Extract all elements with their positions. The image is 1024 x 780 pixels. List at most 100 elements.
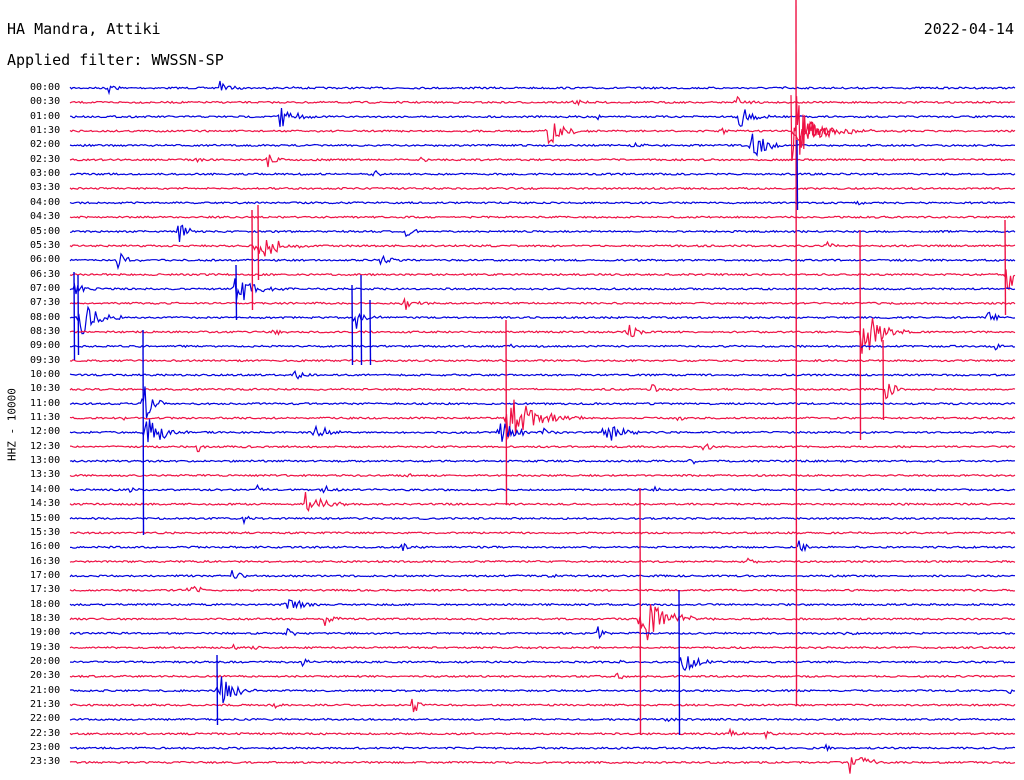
- trace-row: [69, 370, 1016, 380]
- time-label: 08:00: [30, 311, 61, 323]
- time-label: 02:30: [30, 153, 61, 165]
- trace-row: [69, 318, 1016, 354]
- trace-row: [69, 727, 1016, 741]
- trace-row: [69, 540, 1016, 553]
- trace-row: [69, 252, 1016, 271]
- time-label: 17:00: [30, 569, 61, 581]
- time-label: 12:30: [30, 440, 61, 452]
- time-label: 11:30: [30, 412, 61, 424]
- trace-row: [69, 672, 1016, 680]
- trace-row: [69, 717, 1016, 723]
- trace-row: [69, 473, 1016, 478]
- trace-row: [69, 604, 1016, 641]
- trace-spike: [251, 209, 254, 311]
- time-label: 19:30: [30, 641, 61, 653]
- time-label: 02:00: [30, 139, 61, 151]
- trace-row: [69, 215, 1016, 219]
- trace-row: [69, 492, 1016, 512]
- trace-row: [69, 95, 1016, 107]
- filter-label: Applied filter: WWSSN-SP: [7, 51, 224, 69]
- time-label: 20:30: [30, 670, 61, 682]
- trace-spike: [257, 204, 260, 281]
- trace-row: [69, 169, 1016, 177]
- station-title: HA Mandra, Attiki: [7, 20, 161, 38]
- time-label: 01:30: [30, 125, 61, 137]
- trace-spike: [142, 329, 145, 536]
- trace-spike: [351, 284, 354, 366]
- time-label: 07:00: [30, 282, 61, 294]
- time-label: 21:00: [30, 684, 61, 696]
- trace-spike: [216, 654, 219, 726]
- trace-row: [69, 443, 1016, 453]
- trace-row: [69, 108, 1016, 127]
- trace-spike: [796, 139, 799, 211]
- time-label: 04:30: [30, 211, 61, 223]
- trace-row: [69, 743, 1016, 753]
- time-label: 08:30: [30, 325, 61, 337]
- time-label: 10:00: [30, 369, 61, 380]
- trace-row: [69, 626, 1016, 640]
- trace-row: [69, 133, 1016, 157]
- trace-spike: [859, 229, 862, 441]
- trace-row: [69, 515, 1016, 526]
- time-label: 14:30: [30, 498, 61, 510]
- time-label: 22:00: [30, 713, 61, 725]
- trace-row: [69, 386, 1016, 419]
- time-label: 07:30: [30, 297, 61, 309]
- trace-row: [69, 239, 1016, 257]
- time-label: 21:30: [30, 699, 61, 711]
- trace-row: [69, 305, 1016, 335]
- time-label: 09:00: [30, 340, 61, 352]
- trace-row: [69, 269, 1016, 291]
- time-label: 15:00: [30, 512, 61, 524]
- time-label: 18:30: [30, 612, 61, 624]
- trace-row: [69, 698, 1016, 713]
- trace-row: [69, 122, 1016, 145]
- trace-row: [69, 585, 1016, 593]
- trace-row: [69, 756, 1016, 774]
- time-label: 18:00: [30, 598, 61, 610]
- trace-row: [69, 557, 1016, 564]
- time-label: 22:30: [30, 727, 61, 739]
- trace-row: [69, 570, 1016, 579]
- trace-spike: [882, 339, 885, 421]
- time-label: 01:00: [30, 110, 61, 122]
- trace-spike: [235, 264, 238, 321]
- time-label: 16:00: [30, 541, 61, 553]
- trace-row: [69, 598, 1016, 610]
- trace-row: [69, 419, 1016, 443]
- trace-spike: [1004, 219, 1007, 316]
- trace-row: [70, 656, 1016, 672]
- time-label: 06:00: [30, 254, 61, 266]
- time-label: 10:30: [30, 383, 61, 395]
- trace-spike: [369, 299, 372, 366]
- trace-spike: [360, 274, 363, 366]
- time-label: 06:30: [30, 268, 61, 280]
- quake-burst: [790, 95, 836, 161]
- trace-row: [69, 278, 1016, 301]
- trace-spike: [505, 319, 508, 506]
- time-label: 12:00: [30, 426, 61, 438]
- trace-row: [69, 643, 1016, 650]
- trace-row: [69, 343, 1016, 351]
- time-label: 17:30: [30, 584, 61, 596]
- trace-row: [69, 458, 1016, 465]
- time-label: 03:30: [30, 182, 61, 194]
- time-label: 23:00: [30, 742, 61, 754]
- time-label: 05:30: [30, 239, 61, 251]
- time-label: 09:30: [30, 354, 61, 366]
- trace-row: [69, 399, 1016, 440]
- time-label: 13:30: [30, 469, 61, 481]
- time-label: 00:00: [30, 82, 61, 93]
- time-label: 23:30: [30, 756, 61, 768]
- time-label: 03:00: [30, 168, 61, 180]
- date-label: 2022-04-14: [923, 20, 1014, 38]
- trace-row: [69, 358, 1016, 363]
- time-label: 05:00: [30, 225, 61, 237]
- trace-spike: [77, 274, 80, 356]
- trace-row: [69, 80, 1016, 96]
- time-label: 04:00: [30, 196, 61, 208]
- trace-row: [69, 383, 1016, 400]
- trace-spike: [639, 487, 642, 736]
